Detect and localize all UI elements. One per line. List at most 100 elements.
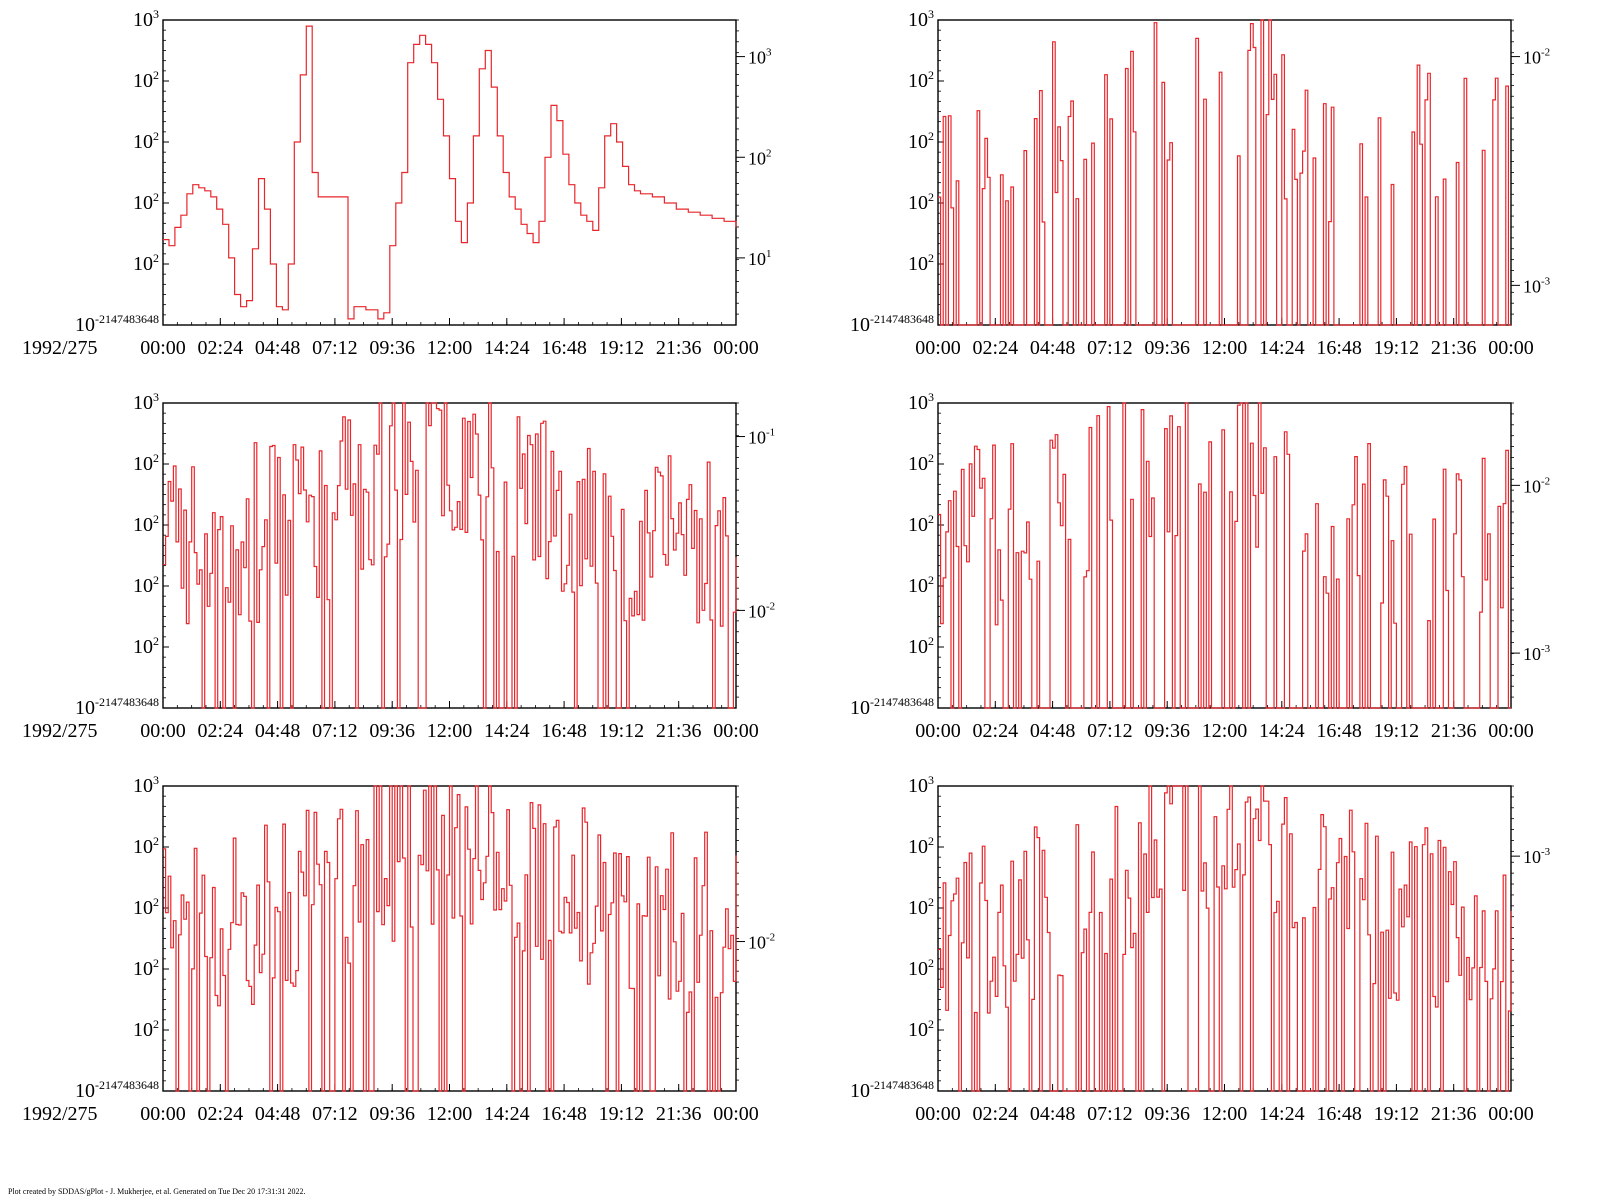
left-tick-label: 102: [908, 956, 934, 980]
left-tick-label: 102: [133, 68, 159, 92]
panel-row3-left: 103 102 102 102 102 10-2147483648 10-2 00:00 02:…: [22, 773, 775, 1125]
x-tick-label: 02:24: [973, 1103, 1019, 1125]
x-tick-label: 04:48: [255, 1103, 301, 1125]
data-trace: [938, 785, 1512, 1092]
x-tick-label: 07:12: [312, 720, 358, 742]
x-tick-label: 12:00: [427, 1103, 473, 1125]
x-tick-label: 00:00: [713, 720, 759, 742]
x-tick-label: 19:12: [599, 337, 645, 359]
right-tick-label: 10-1: [748, 427, 775, 448]
x-tick-label: 02:24: [198, 337, 244, 359]
left-tick-label: 102: [908, 190, 934, 214]
right-tick-label: 101: [748, 248, 772, 269]
panel-row3-right: 103 102 102 102 102 10-2147483648 10-3 00:00 02:…: [850, 773, 1551, 1125]
left-tick-label: 10-2147483648: [850, 1078, 934, 1102]
x-tick-label: 19:12: [599, 720, 645, 742]
x-tick-label: 14:24: [1259, 337, 1305, 359]
x-tick-label: 04:48: [1030, 337, 1076, 359]
x-tick-label: 04:48: [255, 337, 301, 359]
x-tick-label: 00:00: [713, 1103, 759, 1125]
x-tick-label: 00:00: [915, 337, 961, 359]
x-tick-label: 12:00: [1202, 337, 1248, 359]
left-tick-label: 102: [133, 512, 159, 536]
x-tick-label: 14:24: [1259, 720, 1305, 742]
x-tick-label: 21:36: [1431, 1103, 1477, 1125]
x-tick-label: 00:00: [140, 720, 186, 742]
x-tick-label: 16:48: [541, 1103, 587, 1125]
left-tick-label: 102: [133, 634, 159, 658]
x-tick-label: 00:00: [915, 720, 961, 742]
left-tick-label: 10-2147483648: [75, 695, 159, 719]
left-tick-label: 102: [908, 1017, 934, 1041]
panel-row2-left: 103 102 102 102 102 10-2147483648 10-1 10-2 00:0…: [22, 390, 775, 742]
right-tick-label: 10-2: [748, 600, 775, 621]
x-tick-label: 09:36: [369, 720, 415, 742]
left-tick-label: 102: [133, 834, 159, 858]
x-tick-label: 19:12: [1374, 337, 1420, 359]
date-label: 1992/275: [22, 337, 98, 359]
x-tick-label: 21:36: [656, 1103, 702, 1125]
left-tick-label: 102: [133, 251, 159, 275]
x-tick-label: 14:24: [484, 1103, 530, 1125]
x-tick-label: 04:48: [255, 720, 301, 742]
left-tick-label: 102: [133, 129, 159, 153]
x-tick-label: 21:36: [656, 337, 702, 359]
x-tick-label: 00:00: [1488, 1103, 1534, 1125]
x-tick-label: 00:00: [1488, 337, 1534, 359]
left-tick-label: 10-2147483648: [850, 312, 934, 336]
x-tick-label: 12:00: [1202, 1103, 1248, 1125]
left-tick-label: 103: [908, 773, 934, 797]
left-tick-label: 103: [133, 773, 159, 797]
x-tick-label: 09:36: [1144, 1103, 1190, 1125]
data-trace: [938, 402, 1511, 709]
left-tick-label: 102: [133, 1017, 159, 1041]
x-tick-label: 04:48: [1030, 1103, 1076, 1125]
left-tick-label: 102: [908, 512, 934, 536]
left-tick-label: 102: [908, 251, 934, 275]
left-tick-label: 10-2147483648: [75, 1078, 159, 1102]
right-tick-label: 10-2: [748, 932, 775, 953]
right-tick-label: 10-3: [1523, 846, 1551, 867]
data-trace: [163, 25, 737, 320]
x-tick-label: 07:12: [312, 1103, 358, 1125]
x-tick-label: 14:24: [484, 337, 530, 359]
x-tick-label: 09:36: [1144, 337, 1190, 359]
left-tick-label: 102: [133, 956, 159, 980]
x-tick-label: 00:00: [1488, 720, 1534, 742]
x-tick-label: 04:48: [1030, 720, 1076, 742]
left-tick-label: 102: [908, 68, 934, 92]
left-tick-label: 102: [908, 451, 934, 475]
panel-row1-right: 103 102 102 102 102 10-2147483648 10-2 10-3 00:0…: [850, 7, 1551, 359]
x-tick-label: 19:12: [599, 1103, 645, 1125]
left-tick-label: 10-2147483648: [75, 312, 159, 336]
x-tick-label: 02:24: [973, 337, 1019, 359]
x-tick-label: 21:36: [1431, 720, 1477, 742]
left-tick-label: 103: [908, 390, 934, 414]
x-tick-label: 14:24: [484, 720, 530, 742]
x-tick-label: 02:24: [198, 1103, 244, 1125]
x-tick-label: 19:12: [1374, 720, 1420, 742]
left-tick-label: 102: [908, 834, 934, 858]
left-tick-label: 102: [908, 634, 934, 658]
x-tick-label: 00:00: [140, 337, 186, 359]
left-tick-label: 102: [133, 451, 159, 475]
x-tick-label: 07:12: [312, 337, 358, 359]
x-tick-label: 12:00: [427, 337, 473, 359]
x-tick-label: 16:48: [541, 337, 587, 359]
x-tick-label: 16:48: [1316, 1103, 1362, 1125]
x-tick-label: 16:48: [1316, 337, 1362, 359]
left-tick-label: 102: [908, 129, 934, 153]
x-tick-label: 07:12: [1087, 720, 1133, 742]
x-tick-label: 16:48: [1316, 720, 1362, 742]
date-label: 1992/275: [22, 720, 98, 742]
right-tick-label: 102: [748, 147, 772, 168]
left-tick-label: 102: [908, 573, 934, 597]
x-tick-label: 07:12: [1087, 337, 1133, 359]
x-tick-label: 21:36: [1431, 337, 1477, 359]
right-tick-label: 10-2: [1523, 47, 1550, 68]
x-tick-label: 02:24: [973, 720, 1019, 742]
x-tick-label: 00:00: [915, 1103, 961, 1125]
date-label: 1992/275: [22, 1103, 98, 1125]
x-tick-label: 16:48: [541, 720, 587, 742]
